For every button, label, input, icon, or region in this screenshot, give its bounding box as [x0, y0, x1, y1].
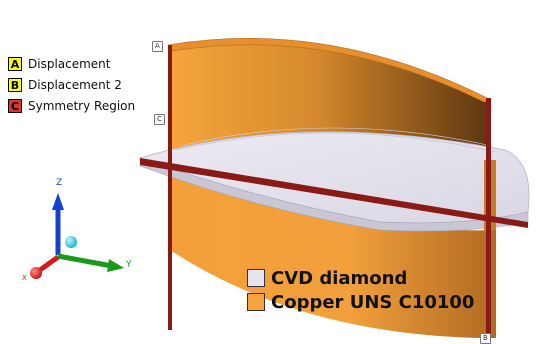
boundary-conditions-legend: A Displacement B Displacement 2 C Symmet… — [8, 54, 135, 117]
material-swatch — [247, 269, 265, 287]
tag-c[interactable]: C — [154, 114, 165, 125]
disk-ring — [174, 132, 496, 153]
bc-item-symmetry-region[interactable]: C Symmetry Region — [8, 96, 135, 116]
x-axis-ball-icon — [30, 267, 42, 279]
material-label: CVD diamond — [271, 267, 408, 289]
material-legend: CVD diamond Copper UNS C10100 — [247, 266, 474, 314]
bc-label: Symmetry Region — [28, 99, 136, 113]
y-axis-arrow-icon — [107, 259, 124, 272]
x-axis-label: X — [22, 274, 27, 282]
bc-key-b: B — [8, 78, 22, 92]
material-label: Copper UNS C10100 — [271, 291, 475, 313]
material-item-cvd-diamond: CVD diamond — [247, 266, 474, 290]
bc-key-a: A — [8, 57, 22, 71]
bc-item-displacement-2[interactable]: B Displacement 2 — [8, 75, 135, 95]
z-axis-arrow-icon — [52, 193, 64, 210]
symmetry-edge-disk — [140, 158, 528, 228]
y-axis-label: Y — [126, 260, 132, 270]
material-swatch — [247, 293, 265, 311]
tag-b[interactable]: B — [480, 333, 491, 344]
copper-top-rim — [167, 38, 492, 103]
material-item-copper: Copper UNS C10100 — [247, 290, 474, 314]
symmetry-edge-right-wall — [486, 98, 491, 338]
symmetry-edge-left-wall — [168, 45, 172, 330]
copper-outer-wall[interactable] — [170, 160, 496, 338]
bc-label: Displacement — [28, 57, 111, 71]
bc-key-c: C — [8, 99, 22, 113]
tag-a[interactable]: A — [152, 41, 163, 52]
bc-item-displacement[interactable]: A Displacement — [8, 54, 135, 74]
triad-origin-ball-icon — [65, 236, 77, 248]
bc-label: Displacement 2 — [28, 78, 122, 92]
coordinate-triad[interactable] — [30, 193, 124, 279]
z-axis-label: Z — [56, 178, 63, 188]
disk-ring — [179, 127, 493, 147]
